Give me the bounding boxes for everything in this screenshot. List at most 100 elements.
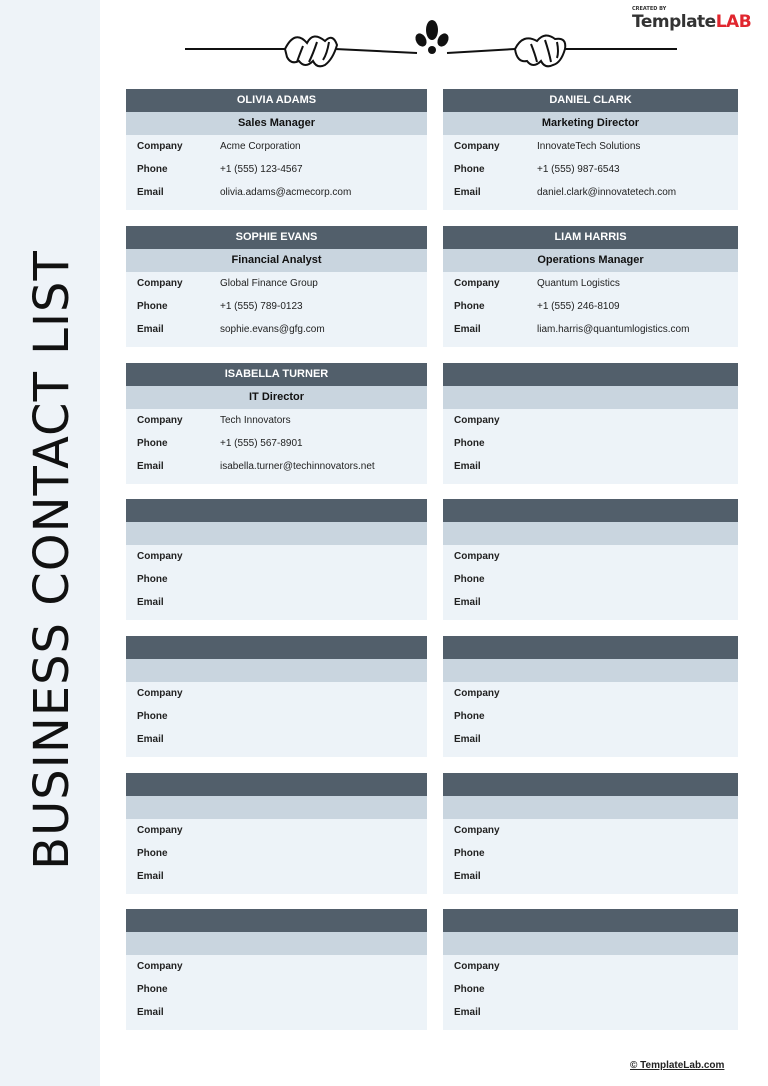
- company-label: Company: [137, 688, 183, 699]
- email-row: Email: [443, 728, 738, 751]
- contact-card: ISABELLA TURNER IT Director Company Tech …: [126, 363, 427, 484]
- phone-label: Phone: [454, 164, 485, 175]
- contact-name: SOPHIE EVANS: [126, 226, 427, 249]
- logo-brand-a: Template: [632, 12, 716, 32]
- contact-name: [443, 773, 738, 796]
- contact-card: Company Phone Email: [443, 363, 738, 484]
- contact-card: Company Phone Email: [126, 636, 427, 757]
- contact-name: [443, 909, 738, 932]
- phone-row: Phone: [443, 432, 738, 455]
- company-label: Company: [137, 278, 183, 289]
- phone-value: +1 (555) 246-8109: [537, 301, 620, 312]
- company-value: Quantum Logistics: [537, 278, 620, 289]
- email-row: Email: [443, 455, 738, 478]
- phone-row: Phone +1 (555) 246-8109: [443, 295, 738, 318]
- email-label: Email: [454, 871, 481, 882]
- company-label: Company: [454, 825, 500, 836]
- company-row: Company Quantum Logistics: [443, 272, 738, 295]
- phone-label: Phone: [137, 438, 168, 449]
- contact-card: Company Phone Email: [126, 909, 427, 1030]
- email-row: Email: [126, 728, 427, 751]
- contact-card: Company Phone Email: [443, 773, 738, 894]
- templatelab-logo: CREATED BY TemplateLAB: [632, 6, 752, 32]
- contact-name: [126, 499, 427, 522]
- contact-card: LIAM HARRIS Operations Manager Company Qu…: [443, 226, 738, 347]
- company-label: Company: [454, 688, 500, 699]
- phone-label: Phone: [137, 164, 168, 175]
- phone-label: Phone: [454, 438, 485, 449]
- email-row: Email liam.harris@quantumlogistics.com: [443, 318, 738, 341]
- company-label: Company: [454, 278, 500, 289]
- phone-label: Phone: [454, 711, 485, 722]
- contact-role: [443, 386, 738, 409]
- contact-role: [126, 932, 427, 955]
- email-value: liam.harris@quantumlogistics.com: [537, 324, 690, 335]
- contact-role: Financial Analyst: [126, 249, 427, 272]
- contact-card: Company Phone Email: [126, 773, 427, 894]
- email-label: Email: [454, 734, 481, 745]
- email-row: Email isabella.turner@techinnovators.net: [126, 455, 427, 478]
- phone-label: Phone: [137, 301, 168, 312]
- email-value: olivia.adams@acmecorp.com: [220, 187, 352, 198]
- company-row: Company: [126, 955, 427, 978]
- contact-card: Company Phone Email: [443, 909, 738, 1030]
- contact-name: DANIEL CLARK: [443, 89, 738, 112]
- contact-role: [126, 522, 427, 545]
- company-label: Company: [137, 141, 183, 152]
- company-label: Company: [454, 141, 500, 152]
- phone-row: Phone +1 (555) 567-8901: [126, 432, 427, 455]
- contact-role: [126, 796, 427, 819]
- email-value: sophie.evans@gfg.com: [220, 324, 325, 335]
- footer-link[interactable]: © TemplateLab.com: [630, 1060, 725, 1071]
- contact-card: Company Phone Email: [126, 499, 427, 620]
- email-row: Email sophie.evans@gfg.com: [126, 318, 427, 341]
- phone-row: Phone +1 (555) 789-0123: [126, 295, 427, 318]
- contact-card: Company Phone Email: [443, 636, 738, 757]
- company-row: Company Acme Corporation: [126, 135, 427, 158]
- contact-role: [126, 659, 427, 682]
- phone-row: Phone +1 (555) 123-4567: [126, 158, 427, 181]
- company-row: Company: [443, 545, 738, 568]
- logo-brand-b: LAB: [715, 12, 752, 32]
- phone-row: Phone: [443, 705, 738, 728]
- company-row: Company Tech Innovators: [126, 409, 427, 432]
- email-label: Email: [137, 871, 164, 882]
- phone-label: Phone: [454, 301, 485, 312]
- email-label: Email: [137, 597, 164, 608]
- phone-value: +1 (555) 987-6543: [537, 164, 620, 175]
- company-label: Company: [137, 415, 183, 426]
- contact-role: Marketing Director: [443, 112, 738, 135]
- email-row: Email: [126, 865, 427, 888]
- phone-row: Phone: [443, 978, 738, 1001]
- contact-name: LIAM HARRIS: [443, 226, 738, 249]
- email-row: Email: [443, 865, 738, 888]
- email-row: Email olivia.adams@acmecorp.com: [126, 181, 427, 204]
- phone-label: Phone: [137, 711, 168, 722]
- company-row: Company: [443, 409, 738, 432]
- email-label: Email: [137, 324, 164, 335]
- email-label: Email: [454, 187, 481, 198]
- phone-label: Phone: [137, 574, 168, 585]
- company-row: Company: [126, 545, 427, 568]
- phone-label: Phone: [137, 848, 168, 859]
- company-label: Company: [454, 415, 500, 426]
- contact-role: [443, 796, 738, 819]
- phone-value: +1 (555) 123-4567: [220, 164, 303, 175]
- company-row: Company: [443, 682, 738, 705]
- contact-name: [126, 636, 427, 659]
- contact-name: [443, 636, 738, 659]
- phone-row: Phone: [126, 705, 427, 728]
- logo-brand: TemplateLAB: [632, 12, 752, 32]
- company-value: Tech Innovators: [220, 415, 291, 426]
- phone-label: Phone: [454, 848, 485, 859]
- contact-role: Operations Manager: [443, 249, 738, 272]
- company-label: Company: [137, 825, 183, 836]
- contact-name: OLIVIA ADAMS: [126, 89, 427, 112]
- company-label: Company: [137, 551, 183, 562]
- contact-card: OLIVIA ADAMS Sales Manager Company Acme C…: [126, 89, 427, 210]
- logo-created-by: CREATED BY: [632, 6, 667, 12]
- email-value: isabella.turner@techinnovators.net: [220, 461, 375, 472]
- email-label: Email: [137, 187, 164, 198]
- phone-value: +1 (555) 789-0123: [220, 301, 303, 312]
- email-label: Email: [454, 597, 481, 608]
